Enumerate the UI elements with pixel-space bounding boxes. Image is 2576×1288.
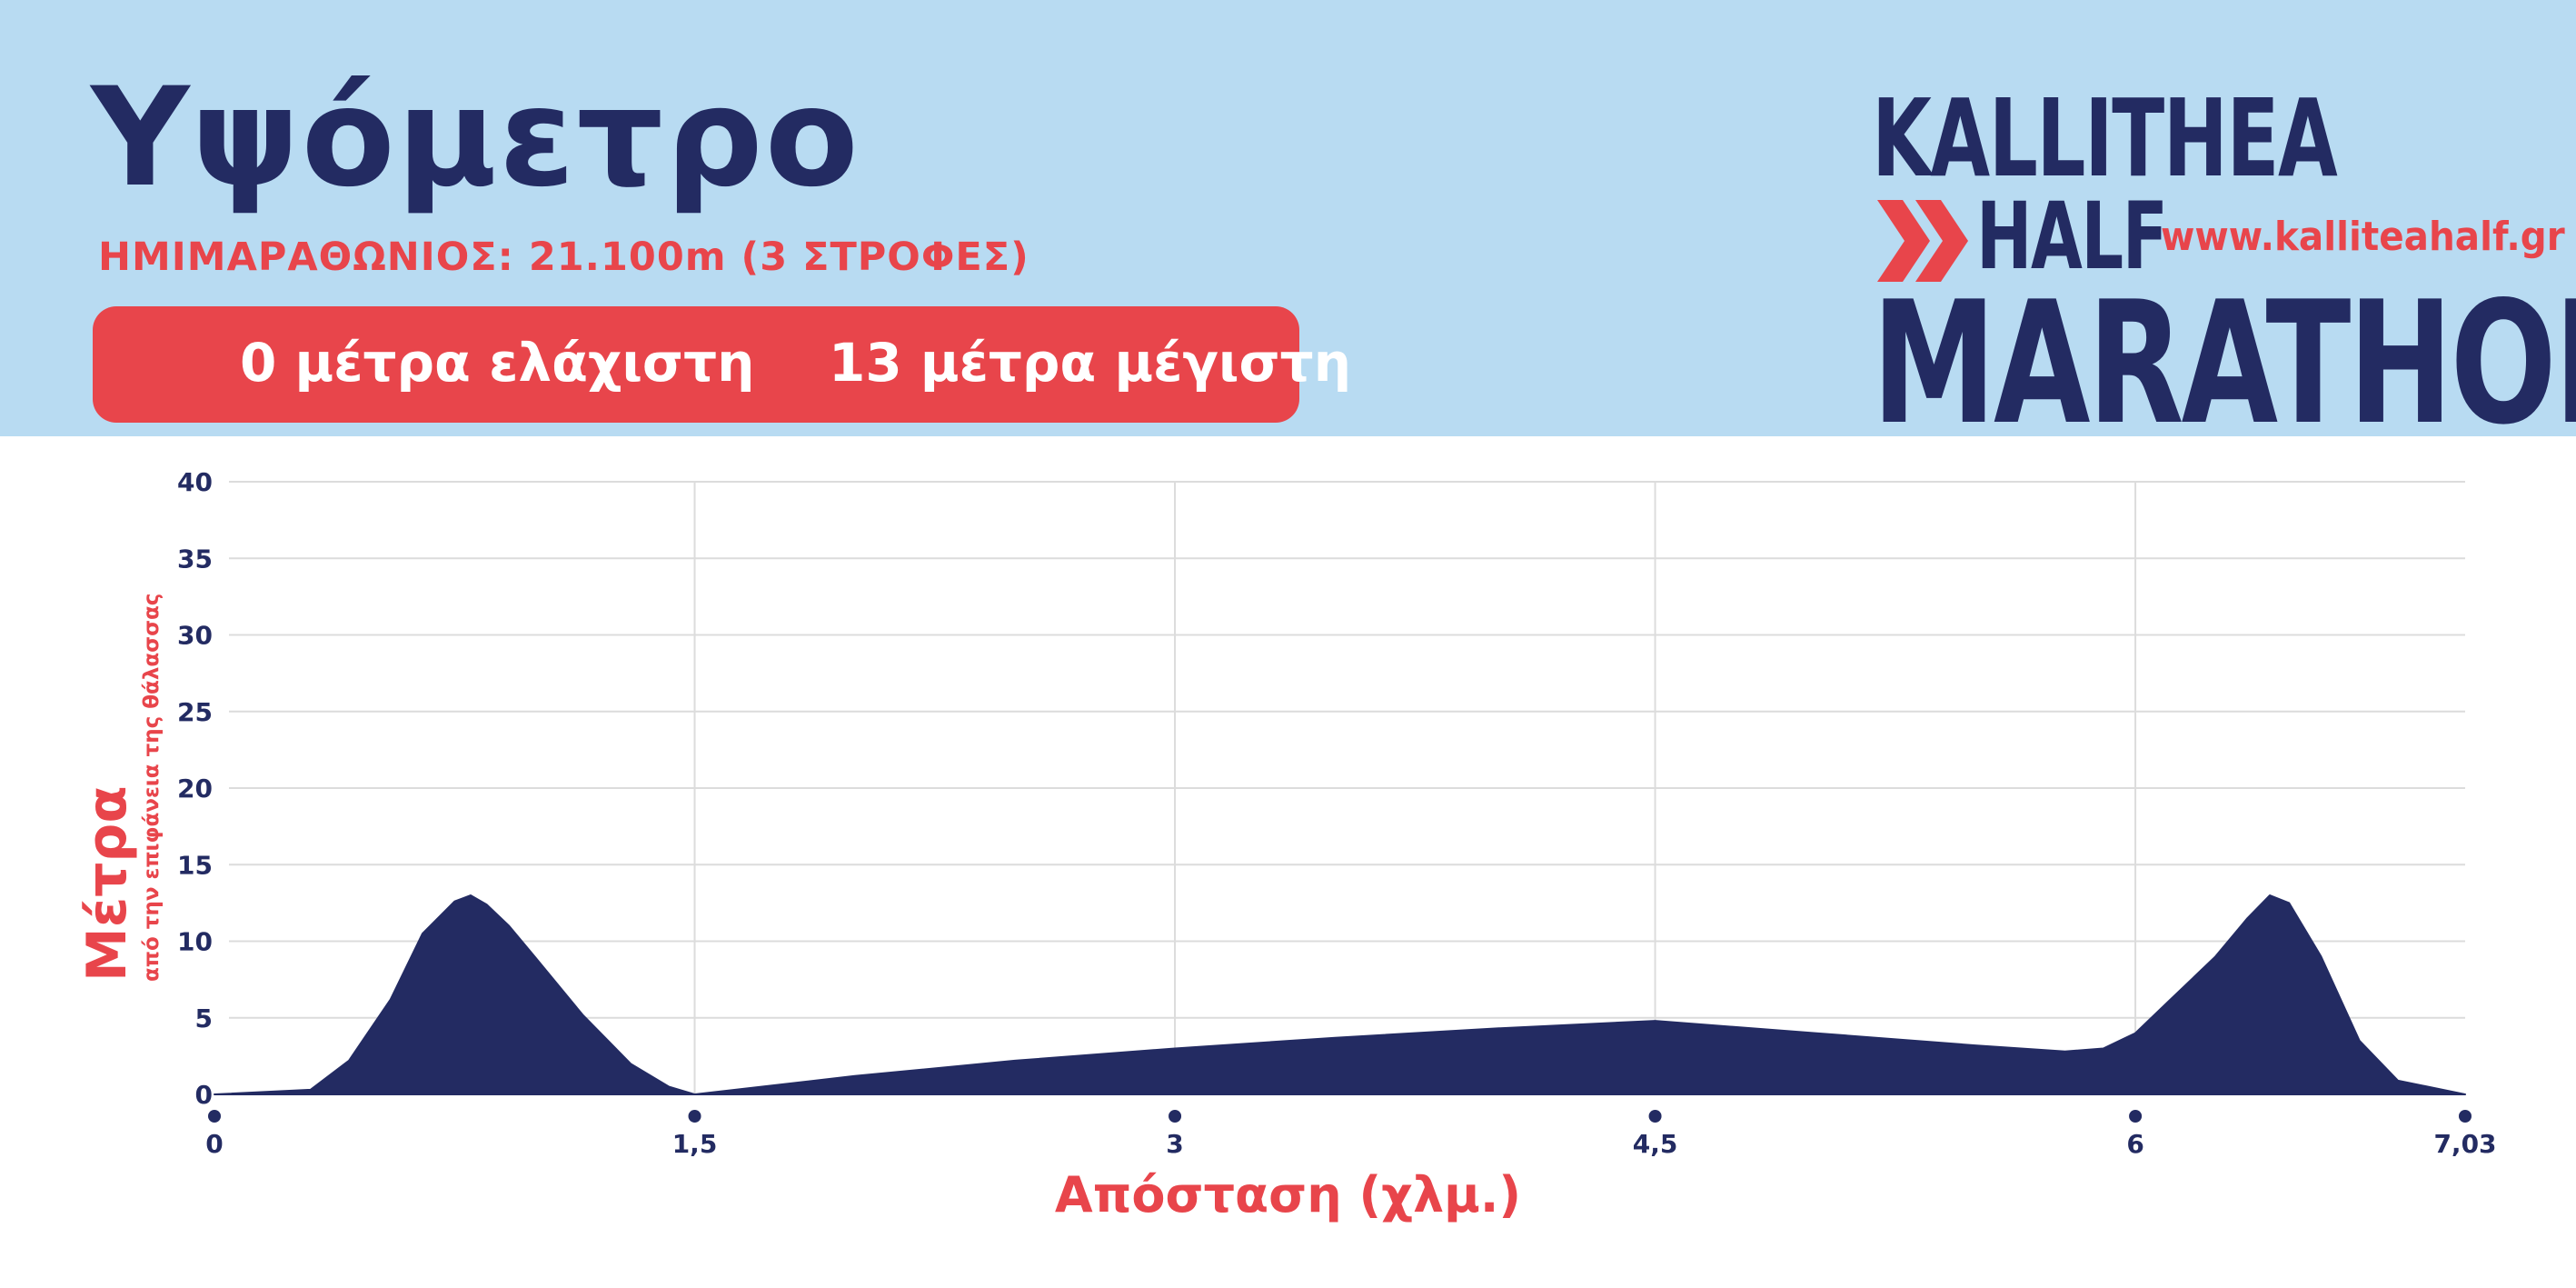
y-axis-title: Μέτρα από την επιφάνεια της θάλασσας xyxy=(75,593,164,982)
x-tick-label: 6 xyxy=(2126,1129,2143,1159)
y-tick-label: 15 xyxy=(177,850,213,880)
page-title: Υψόμετρο xyxy=(91,59,860,217)
x-tick-dot xyxy=(208,1110,221,1123)
y-tick-label: 30 xyxy=(177,621,213,651)
chart-plot-area xyxy=(214,894,2466,1095)
double-chevron-right-icon xyxy=(1877,200,1968,282)
x-axis-label: Απόσταση (χλμ.) xyxy=(1054,1166,1522,1223)
elevation-area-series xyxy=(214,894,2466,1095)
logo-line-half: HALF xyxy=(1976,183,2168,291)
y-axis-label: Μέτρα xyxy=(75,785,139,982)
y-tick-label: 0 xyxy=(195,1080,213,1110)
y-tick-label: 40 xyxy=(177,467,213,497)
x-tick-label: 0 xyxy=(205,1129,223,1159)
y-tick-label: 35 xyxy=(177,544,213,574)
x-tick-label: 3 xyxy=(1166,1129,1183,1159)
header-banner: Υψόμετρο ΗΜΙΜΑΡΑΘΩΝΙΟΣ: 21.100m (3 ΣΤΡΟΦ… xyxy=(0,0,2576,448)
x-tick-dot xyxy=(2129,1110,2143,1123)
page-subtitle: ΗΜΙΜΑΡΑΘΩΝΙΟΣ: 21.100m (3 ΣΤΡΟΦΕΣ) xyxy=(98,235,1029,280)
elevation-chart: 0 5 10 15 20 25 30 35 40 0 1,5 3 4,5 6 7,03 xyxy=(177,467,2497,1159)
x-tick-dot xyxy=(1648,1110,1662,1123)
elevation-stats-box: 0 μέτρα ελάχιστη 13 μέτρα μέγιστη xyxy=(93,306,1351,423)
y-tick-label: 10 xyxy=(177,927,213,957)
y-tick-label: 5 xyxy=(195,1003,213,1033)
y-tick-label: 20 xyxy=(177,774,213,804)
x-tick-label: 7,03 xyxy=(2433,1129,2496,1159)
logo-line-kallithea: KALLITHEA xyxy=(1872,75,2338,201)
logo-line-marathon: MARATHON xyxy=(1872,265,2576,462)
x-tick-dot xyxy=(2459,1110,2472,1123)
website-url: www.kalliteahalf.gr xyxy=(2161,214,2565,260)
chart-axes: 0 5 10 15 20 25 30 35 40 0 1,5 3 4,5 6 7,03 xyxy=(177,467,2497,1159)
y-axis-sublabel: από την επιφάνεια της θάλασσας xyxy=(140,593,164,982)
min-elevation-label: 0 μέτρα ελάχιστη xyxy=(240,332,755,394)
race-logo: KALLITHEA HALF www.kalliteahalf.gr MARAT… xyxy=(1872,75,2576,448)
y-tick-label: 25 xyxy=(177,697,213,727)
x-tick-label: 1,5 xyxy=(672,1129,718,1159)
x-tick-label: 4,5 xyxy=(1633,1129,1678,1159)
max-elevation-label: 13 μέτρα μέγιστη xyxy=(829,332,1351,394)
x-tick-dot xyxy=(1169,1110,1182,1123)
x-tick-dot xyxy=(688,1110,701,1123)
